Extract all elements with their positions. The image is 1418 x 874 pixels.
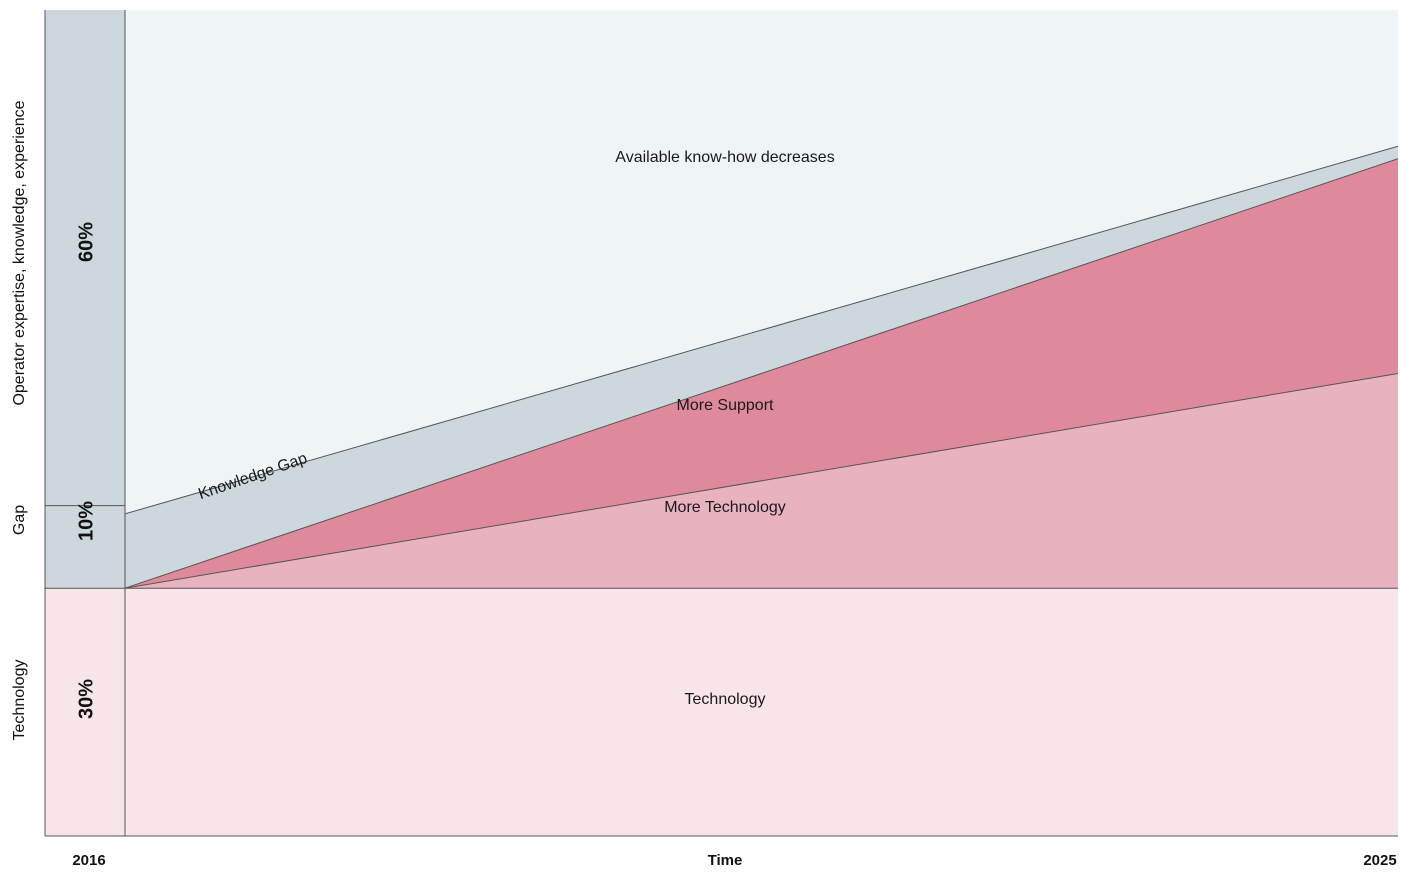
boundary-line-more-technology (124, 372, 1399, 589)
start-column-lower (45, 588, 125, 836)
category-label-gap: Gap (11, 504, 28, 536)
boundary-line-knowledge-gap (124, 145, 1399, 515)
x-axis-label: Time (707, 852, 743, 869)
area-available-know-how-decreases (125, 10, 1398, 514)
x-tick-end: 2025 (1363, 852, 1397, 869)
boundary-line-more-support (124, 158, 1399, 589)
area-knowledge-gap (125, 146, 1398, 589)
area-label-technology: Technology (684, 691, 766, 708)
area-label-more-technology: More Technology (664, 499, 786, 516)
percent-label-gap: 10% (75, 500, 98, 542)
percent-label-operator: 60% (75, 221, 98, 263)
area-technology (125, 588, 1398, 836)
percent-label-technology: 30% (75, 678, 98, 720)
category-label-operator-expertise: Operator expertise, knowledge, experienc… (11, 100, 28, 406)
start-column-upper (45, 10, 125, 589)
area-label-more-support: More Support (676, 397, 774, 414)
x-tick-start: 2016 (72, 852, 106, 869)
category-label-technology: Technology (11, 659, 28, 741)
area-label-available-know-how: Available know-how decreases (615, 149, 835, 166)
